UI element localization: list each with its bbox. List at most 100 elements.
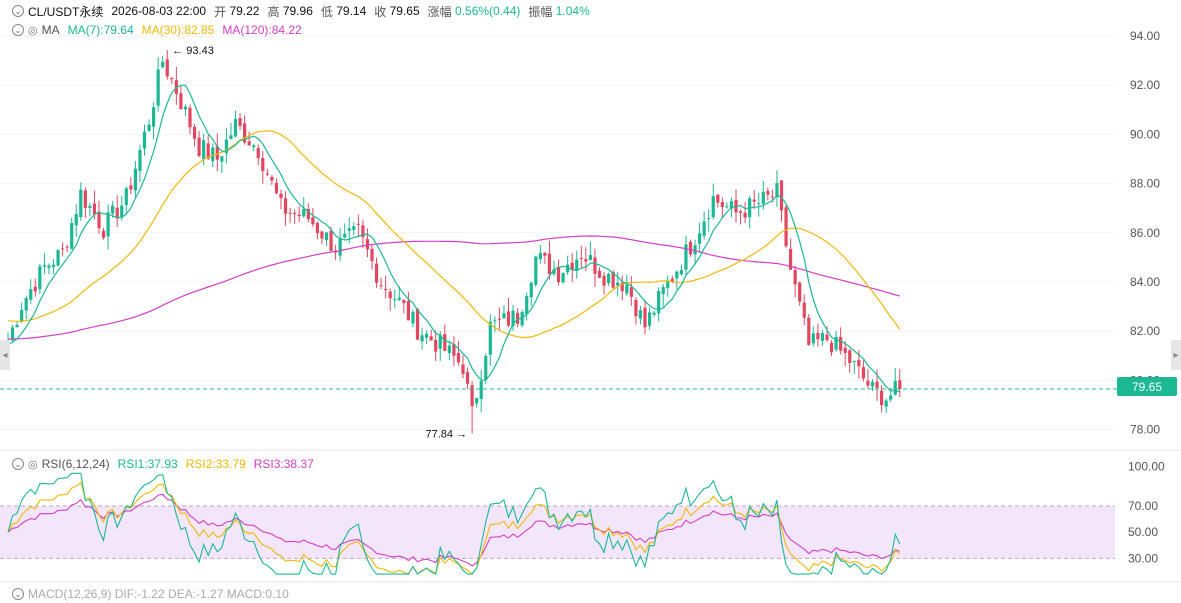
candle-body — [393, 299, 397, 301]
candle-body — [484, 356, 488, 380]
ma-legend: ⌄ ◎ MA MA(7):79.64 MA(30):82.85 MA(120):… — [0, 21, 310, 39]
rsi1-line — [7, 472, 901, 576]
candle-body — [470, 385, 474, 407]
candle-body — [329, 230, 333, 251]
candle-body — [575, 259, 579, 271]
candle-body — [384, 288, 388, 291]
candle-body — [579, 258, 583, 260]
ma120-line — [7, 235, 900, 340]
candle-body — [161, 61, 165, 68]
candle-body — [711, 196, 715, 218]
candle-body — [688, 241, 693, 255]
collapse-icon[interactable]: ⌄ — [12, 5, 24, 17]
close-label: 收 — [374, 4, 387, 19]
low-marker: 77.84 → — [426, 429, 468, 441]
rsi3-line — [7, 493, 900, 567]
candle-body — [88, 205, 92, 208]
candle-body — [274, 182, 279, 194]
candle-body — [679, 270, 683, 275]
candle-body — [743, 212, 747, 218]
candle-body — [420, 335, 424, 342]
candle-body — [61, 248, 65, 250]
candle-body — [83, 190, 87, 208]
collapse-icon[interactable]: ⌄ — [12, 458, 24, 470]
candle-body — [725, 206, 729, 208]
candle-body — [352, 226, 356, 231]
candle-body — [365, 239, 370, 250]
candle-body — [607, 273, 611, 284]
candle-body — [707, 218, 711, 220]
candle-body — [224, 139, 228, 154]
candle-body — [111, 205, 115, 214]
candle-body — [406, 300, 410, 321]
candle-body — [229, 135, 233, 140]
candle-body — [889, 395, 893, 400]
collapse-icon[interactable]: ⌄ — [12, 588, 24, 600]
candle-body — [511, 310, 515, 326]
candle-body — [156, 69, 160, 106]
candle-body — [629, 287, 633, 297]
eye-icon[interactable]: ◎ — [28, 24, 38, 37]
candle-body — [666, 280, 670, 288]
ma30-line — [7, 130, 901, 339]
candle-body — [447, 345, 451, 354]
candle-body — [461, 364, 465, 374]
candle-body — [79, 189, 83, 217]
candle-body — [625, 284, 629, 294]
candle-body — [456, 352, 461, 363]
candle-body — [283, 198, 288, 214]
candle-body — [129, 185, 133, 190]
candle-body — [106, 212, 110, 237]
candle-body — [861, 367, 865, 379]
collapse-icon[interactable]: ⌄ — [12, 24, 24, 36]
candle-body — [252, 145, 256, 147]
candle-body — [652, 312, 656, 315]
candle-body — [152, 107, 156, 127]
candle-body — [884, 400, 888, 407]
candle-body — [793, 269, 797, 285]
candle-body — [356, 223, 360, 225]
ma-name: MA — [41, 23, 60, 37]
candle-body — [293, 213, 297, 215]
candle-body — [538, 253, 542, 260]
candle-body — [720, 202, 724, 207]
rsi-axis-label: 50.00 — [1128, 525, 1158, 539]
candle-body — [597, 270, 602, 278]
candle-body — [761, 191, 765, 204]
candle-body — [520, 311, 524, 326]
candle-body — [875, 381, 879, 388]
candle-body — [616, 282, 620, 286]
candle-body — [643, 307, 647, 328]
high-marker: ← 93.43 — [172, 45, 214, 57]
candle-body — [534, 256, 538, 285]
candle-body — [256, 148, 260, 159]
candle-body — [634, 299, 638, 317]
candle-body — [820, 333, 825, 341]
candle-body — [215, 146, 219, 160]
eye-icon[interactable]: ◎ — [28, 458, 38, 471]
candle-body — [506, 311, 511, 326]
ma7-value: MA(7):79.64 — [67, 23, 134, 37]
scroll-left-icon[interactable]: ◂ — [0, 340, 10, 370]
candle-body — [56, 249, 60, 266]
candle-body — [238, 118, 242, 127]
candle-body — [547, 253, 552, 275]
candle-body — [42, 265, 46, 267]
candle-body — [211, 147, 215, 162]
candle-body — [493, 320, 497, 322]
candle-body — [425, 333, 429, 338]
candle-body — [620, 282, 624, 292]
candle-body — [766, 191, 770, 195]
scroll-right-icon[interactable]: ▸ — [1171, 340, 1181, 370]
candle-body — [502, 313, 506, 319]
candle-body — [343, 233, 347, 238]
candle-body — [324, 232, 329, 240]
candle-body — [97, 211, 101, 229]
candle-body — [752, 199, 756, 202]
candle-body — [133, 168, 137, 191]
candle-body — [784, 207, 788, 247]
price-axis-label: 88.00 — [1130, 177, 1160, 191]
rsi1-value: RSI1:37.93 — [117, 457, 178, 471]
